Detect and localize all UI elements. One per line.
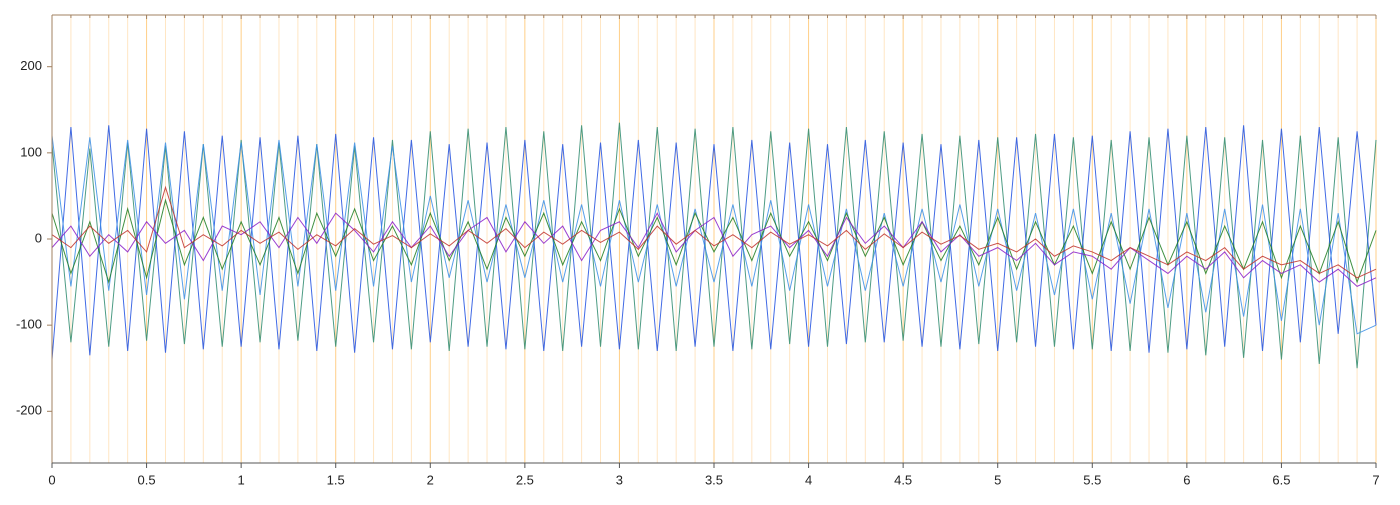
x-tick-label: 6.5 — [1272, 472, 1290, 487]
grid — [51, 15, 1377, 463]
x-tick-label: 7 — [1372, 472, 1379, 487]
x-tick-label: 0.5 — [138, 472, 156, 487]
x-tick-label: 1.5 — [327, 472, 345, 487]
x-tick-label: 6 — [1183, 472, 1190, 487]
y-tick-label: 0 — [35, 230, 42, 245]
axes: 0 0.5 1 1.5 2 2.5 3 3.5 4 4.5 5 5.5 6 6.5 7 -200 -100 0 10… — [16, 14, 1380, 487]
series-line — [51, 135, 1377, 335]
y-tick-label: -100 — [16, 317, 42, 332]
x-tick-label: 4.5 — [894, 472, 912, 487]
x-tick-label: 3.5 — [705, 472, 723, 487]
x-tick-label: 5 — [994, 472, 1001, 487]
x-tick-label: 4 — [805, 472, 812, 487]
series-line — [51, 198, 1377, 284]
series-line — [51, 212, 1377, 287]
y-tick-label: 100 — [20, 144, 42, 159]
x-tick-label: 0 — [48, 472, 55, 487]
lines — [51, 122, 1377, 369]
series-line — [51, 185, 1377, 279]
y-tick-label: -200 — [16, 403, 42, 418]
series-line — [51, 122, 1377, 369]
y-tick-label: 200 — [20, 58, 42, 73]
x-tick-label: 3 — [616, 472, 623, 487]
x-tick-label: 2 — [427, 472, 434, 487]
x-tick-label: 5.5 — [1083, 472, 1101, 487]
x-tick-label: 2.5 — [516, 472, 534, 487]
series-line — [51, 125, 1377, 360]
x-tick-label: 1 — [238, 472, 245, 487]
